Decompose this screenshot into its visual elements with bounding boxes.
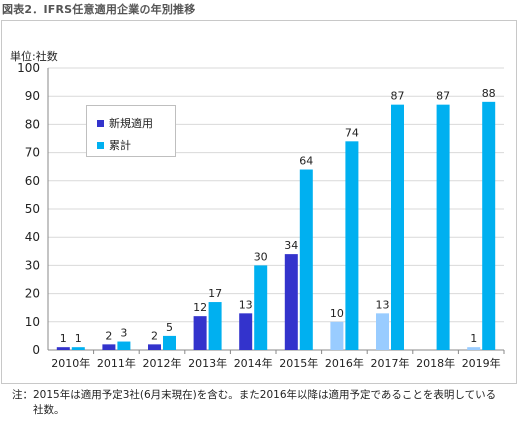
y-tick-label: 10: [25, 315, 40, 329]
data-label-new: 13: [239, 298, 253, 311]
bar-new-2017年: [376, 313, 389, 350]
y-tick-label: 60: [25, 174, 40, 188]
data-label-new: 2: [105, 329, 112, 342]
y-tick-label: 40: [25, 230, 40, 244]
bar-new-2016年: [330, 321, 344, 350]
x-tick-label: 2017年: [371, 356, 410, 370]
chart-frame: 0 10 20 30 40 50 60 70 80 90 100 2010年 1 1 2011年 2 3 2012…: [1, 20, 517, 384]
x-tick-label: 2010年: [51, 356, 90, 370]
legend-label-new: 新規適用: [109, 117, 153, 130]
bar-cumulative-2012年: [163, 335, 176, 350]
bar-cumulative-2019年: [482, 101, 496, 350]
data-label-cumulative: 5: [166, 321, 173, 334]
y-tick-label: 30: [25, 258, 40, 272]
data-label-cumulative: 30: [254, 250, 268, 263]
data-label-new: 13: [376, 298, 390, 311]
bar-new-2015年: [284, 254, 298, 350]
x-tick-label: 2013年: [188, 356, 227, 370]
x-tick-label: 2018年: [416, 356, 455, 370]
bar-new-2012年: [148, 344, 161, 350]
footnote: 注： 2015年は適用予定3社(6月末現在)を含む。また2016年以降は適用予定…: [12, 388, 502, 418]
footnote-mark: 注：: [12, 389, 33, 401]
y-tick-label: 20: [25, 287, 40, 301]
data-label-cumulative: 87: [391, 90, 405, 103]
y-tick-label: 0: [32, 343, 40, 357]
bar-new-2019年: [467, 347, 481, 350]
bar-cumulative-2010年: [71, 347, 85, 350]
legend-swatch-new: [97, 119, 104, 127]
bar-cumulative-2018年: [436, 104, 450, 350]
x-tick-label: 2016年: [325, 356, 364, 370]
data-label-new: 2: [151, 329, 158, 342]
bar-cumulative-2015年: [299, 169, 313, 350]
y-tick-label: 90: [25, 89, 40, 103]
legend-label-cumulative: 累計: [109, 139, 131, 152]
data-label-new: 1: [60, 332, 67, 345]
y-tick-label: 70: [25, 146, 40, 160]
y-tick-label: 80: [25, 117, 40, 131]
legend-item-cumulative: 累計: [97, 137, 131, 153]
data-label-cumulative: 88: [482, 87, 496, 100]
footnote-text: 2015年は適用予定3社(6月末現在)を含む。また2016年以降は適用予定である…: [33, 389, 497, 416]
x-tick-label: 2011年: [97, 356, 136, 370]
figure-title: 図表2．IFRS任意適用企業の年別推移: [2, 3, 196, 16]
y-tick-label: 50: [25, 202, 40, 216]
bar-cumulative-2011年: [117, 341, 131, 350]
x-tick-label: 2012年: [143, 356, 182, 370]
bar-cumulative-2014年: [254, 265, 268, 350]
y-tick-label: 100: [17, 61, 40, 75]
x-tick-label: 2019年: [462, 356, 501, 370]
bar-new-2013年: [193, 316, 207, 350]
data-label-new: 12: [193, 301, 207, 314]
data-label-new: 1: [470, 332, 477, 345]
legend-swatch-cumulative: [97, 141, 104, 149]
bar-new-2011年: [102, 344, 116, 350]
data-label-cumulative: 87: [436, 90, 450, 103]
bar-cumulative-2016年: [345, 141, 359, 350]
x-tick-label: 2014年: [234, 356, 273, 370]
bar-new-2014年: [239, 313, 253, 350]
chart-legend: 新規適用 累計: [86, 105, 176, 157]
data-label-new: 34: [284, 239, 298, 252]
data-label-cumulative: 17: [208, 287, 222, 300]
bar-cumulative-2017年: [391, 104, 404, 350]
data-label-cumulative: 3: [120, 327, 127, 340]
data-label-cumulative: 64: [299, 155, 313, 168]
x-tick-label: 2015年: [279, 356, 318, 370]
data-label-cumulative: 1: [75, 332, 82, 345]
data-label-cumulative: 74: [345, 126, 359, 139]
data-label-new: 10: [330, 307, 344, 320]
bar-new-2010年: [56, 347, 70, 350]
legend-item-new: 新規適用: [97, 115, 153, 131]
bar-cumulative-2013年: [208, 302, 222, 350]
unit-label: 単位:社数: [10, 50, 58, 63]
